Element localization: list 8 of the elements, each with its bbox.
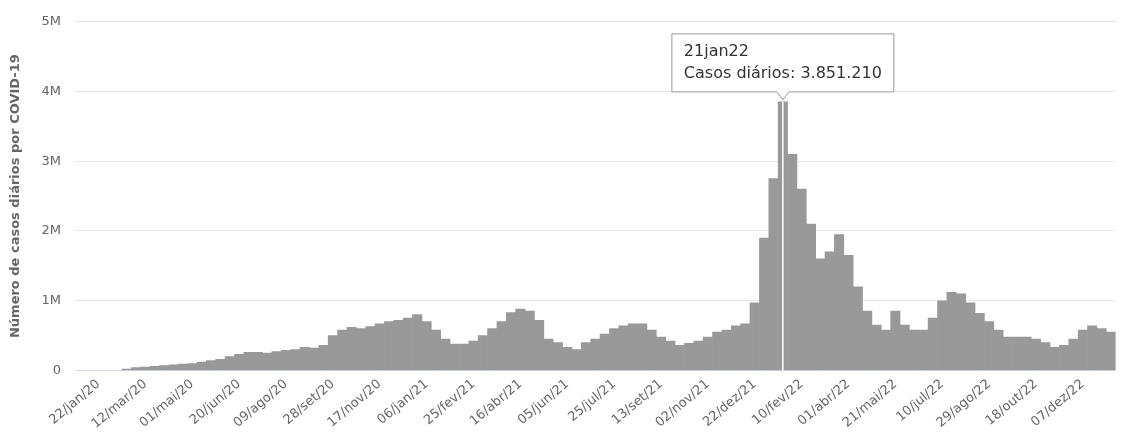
- y-tick-label: 2M: [41, 222, 62, 238]
- annotation: 21jan22 Casos diários: 3.851.210: [683, 41, 882, 83]
- y-tick-label: 3M: [41, 152, 62, 168]
- y-tick-label: 5M: [41, 13, 62, 29]
- y-tick-label: 0: [52, 361, 62, 377]
- y-tick-label: 4M: [41, 82, 62, 98]
- y-tick-label: 1M: [41, 292, 62, 308]
- y-axis-title: Número de casos diários por COVID-19: [7, 54, 23, 339]
